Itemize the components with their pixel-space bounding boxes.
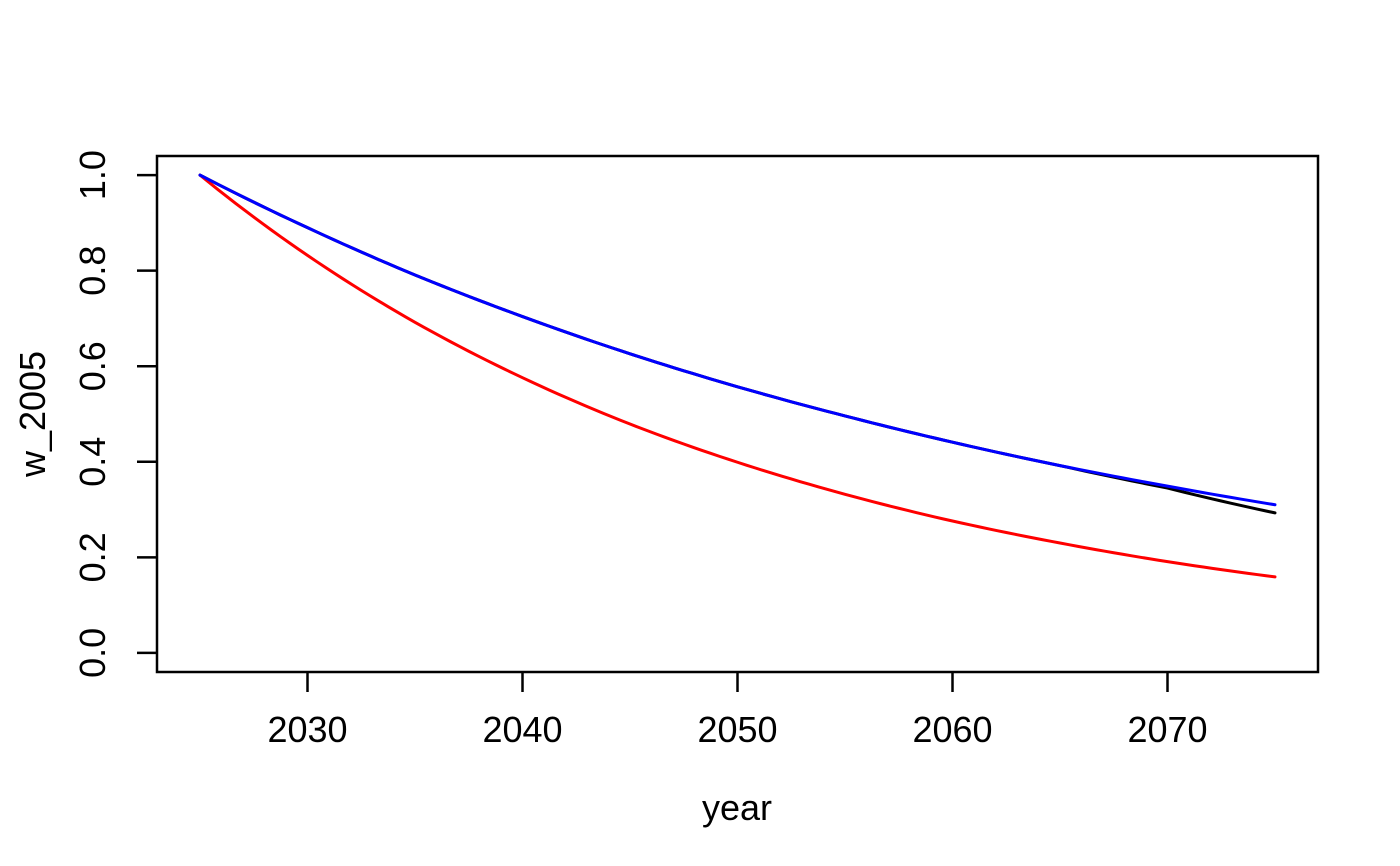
x-axis-tick-label: 2060 [912, 709, 992, 750]
y-axis-tick-label: 1.0 [72, 150, 113, 200]
plot-box [155, 154, 1320, 674]
axes-layer: 2030 2040 2050 2060 2070 0.0 0.2 0.4 0.6 0.8 1.0 [72, 150, 1320, 750]
blue-line [198, 173, 1277, 507]
y-axis-tick-label: 0.4 [72, 437, 113, 487]
x-axis-title: year [702, 787, 772, 828]
x-axis-tick-label: 2050 [697, 709, 777, 750]
x-axis-tick-label: 2030 [267, 709, 347, 750]
red-line [198, 173, 1277, 579]
y-axis-title: w_2005 [12, 351, 53, 478]
y-axis-tick-label: 0.2 [72, 532, 113, 582]
y-axis-tick-label: 0.8 [72, 246, 113, 296]
y-axis-tick-label: 0.6 [72, 341, 113, 391]
x-axis-tick-label: 2040 [482, 709, 562, 750]
x-axis-tick-label: 2070 [1127, 709, 1207, 750]
series-layer [198, 173, 1277, 579]
y-axis-tick-label: 0.0 [72, 628, 113, 678]
labels-layer: year w_2005 [12, 351, 772, 828]
